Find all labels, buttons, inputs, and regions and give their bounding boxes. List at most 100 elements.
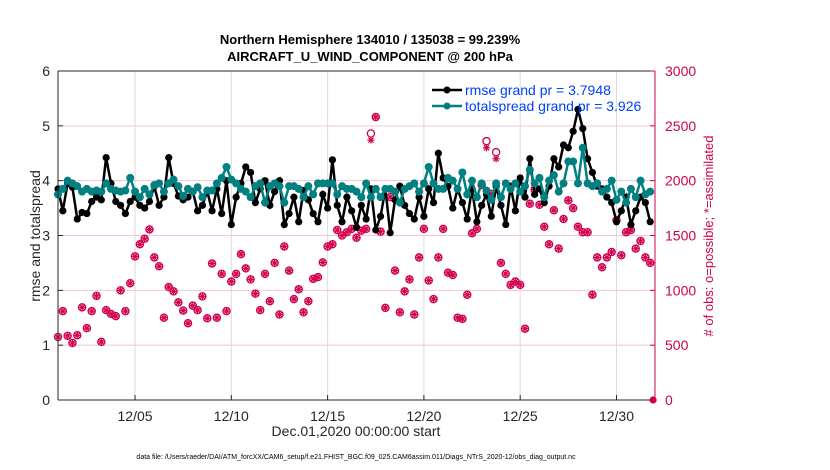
assimilated-obs-point — [555, 245, 563, 253]
assimilated-obs-point — [184, 319, 192, 327]
rmse-point — [449, 204, 457, 212]
assimilated-obs-point — [444, 269, 452, 277]
assimilated-obs-point — [511, 277, 519, 286]
assimilated-marker-stroke — [218, 270, 225, 277]
assimilated-obs-point — [646, 259, 654, 267]
totalspread-point — [280, 198, 289, 207]
assimilated-obs-point — [497, 259, 505, 267]
rmse-point — [420, 212, 428, 220]
assimilated-marker-stroke — [141, 235, 148, 242]
y-tick-label-left: 2 — [42, 282, 50, 298]
totalspread-point — [155, 179, 164, 188]
rmse-point — [348, 207, 356, 215]
x-tick-label: 12/25 — [503, 408, 538, 424]
possible-obs-point — [482, 136, 491, 146]
totalspread-point — [646, 187, 655, 196]
assimilated-marker-stroke — [209, 260, 216, 267]
rmse-point — [362, 215, 370, 223]
totalspread-point — [593, 179, 602, 188]
assimilated-obs-point — [641, 253, 649, 262]
assimilated-obs-point — [559, 215, 568, 223]
assimilated-marker-stroke — [440, 225, 447, 232]
assimilated-marker-stroke — [127, 280, 134, 287]
assimilated-obs-point — [116, 286, 125, 294]
possible-obs-point — [366, 129, 376, 138]
totalspread-point — [617, 187, 626, 196]
assimilated-obs-point — [198, 292, 207, 300]
y-tick-label-left: 4 — [42, 173, 50, 189]
assimilated-marker-stroke — [570, 205, 577, 212]
rmse-point — [511, 207, 519, 215]
assimilated-marker-stroke — [401, 288, 408, 295]
rmse-point — [290, 193, 298, 201]
assimilated-obs-point — [179, 307, 187, 315]
rmse-point — [116, 201, 125, 209]
totalspread-point — [102, 179, 111, 188]
assimilated-marker-stroke — [406, 276, 413, 283]
totalspread-point — [304, 182, 313, 191]
rmse-point — [198, 201, 207, 209]
assimilated-obs-point — [526, 200, 534, 208]
y-tick-label-right: 3000 — [665, 63, 696, 79]
x-axis-label: Dec.01,2020 00:00:00 start — [272, 423, 441, 439]
assimilated-obs-point — [608, 248, 616, 256]
rmse-point — [83, 209, 91, 218]
rmse-point — [59, 207, 67, 215]
assimilated-marker-stroke — [271, 259, 278, 266]
totalspread-point — [73, 182, 82, 191]
totalspread-point — [521, 182, 530, 191]
assimilated-obs-point — [425, 276, 433, 285]
assimilated-marker-stroke — [223, 308, 230, 315]
rmse-point — [583, 155, 592, 163]
assimilated-obs-point — [333, 226, 341, 234]
assimilated-obs-point — [603, 253, 611, 262]
assimilated-marker-stroke — [300, 309, 307, 316]
assimilated-marker-stroke — [343, 229, 350, 236]
totalspread-point — [246, 193, 255, 202]
totalspread-point — [468, 176, 477, 185]
assimilated-marker-stroke — [146, 226, 153, 233]
assimilated-marker-stroke — [425, 277, 432, 284]
assimilated-marker-stroke — [541, 223, 548, 230]
assimilated-obs-point — [328, 240, 337, 248]
rmse-point — [497, 201, 505, 209]
assimilated-obs-point — [492, 155, 500, 163]
assimilated-marker-stroke — [247, 276, 254, 283]
legend-marker-rmse — [443, 86, 451, 94]
rmse-point — [208, 207, 216, 215]
assimilated-marker-stroke — [464, 291, 471, 298]
totalspread-point — [362, 179, 371, 188]
assimilated-obs-point — [396, 308, 404, 316]
totalspread-point — [569, 157, 578, 166]
totalspread-point — [516, 187, 525, 196]
totalspread-point — [169, 175, 178, 184]
assimilated-obs-point — [583, 228, 592, 236]
assimilated-marker-stroke — [252, 290, 259, 297]
assimilated-obs-point — [174, 298, 182, 306]
assimilated-obs-point — [237, 250, 245, 258]
assimilated-marker-stroke — [233, 270, 240, 277]
assimilated-obs-point — [338, 231, 346, 240]
totalspread-point — [371, 184, 380, 193]
rmse-point — [564, 144, 572, 152]
assimilated-marker-stroke — [459, 315, 466, 322]
assimilated-marker-stroke — [132, 253, 139, 260]
rmse-point — [126, 197, 134, 206]
x-tick-label: 12/15 — [310, 408, 345, 424]
assimilated-obs-point — [271, 259, 279, 267]
rmse-point — [641, 199, 649, 207]
totalspread-point — [578, 143, 587, 152]
assimilated-marker-stroke — [632, 245, 639, 252]
rmse-point — [160, 193, 168, 201]
assimilated-marker-stroke — [546, 241, 553, 248]
totalspread-point — [58, 184, 67, 193]
assimilated-obs-point — [434, 253, 442, 262]
assimilated-marker-stroke — [334, 227, 341, 233]
assimilated-obs-point — [97, 338, 105, 346]
totalspread-point — [636, 176, 645, 185]
totalspread-point — [395, 198, 404, 207]
assimilated-obs-point — [636, 237, 645, 245]
totalspread-point — [559, 179, 568, 188]
totalspread-point — [217, 173, 226, 182]
assimilated-obs-point — [136, 240, 144, 248]
